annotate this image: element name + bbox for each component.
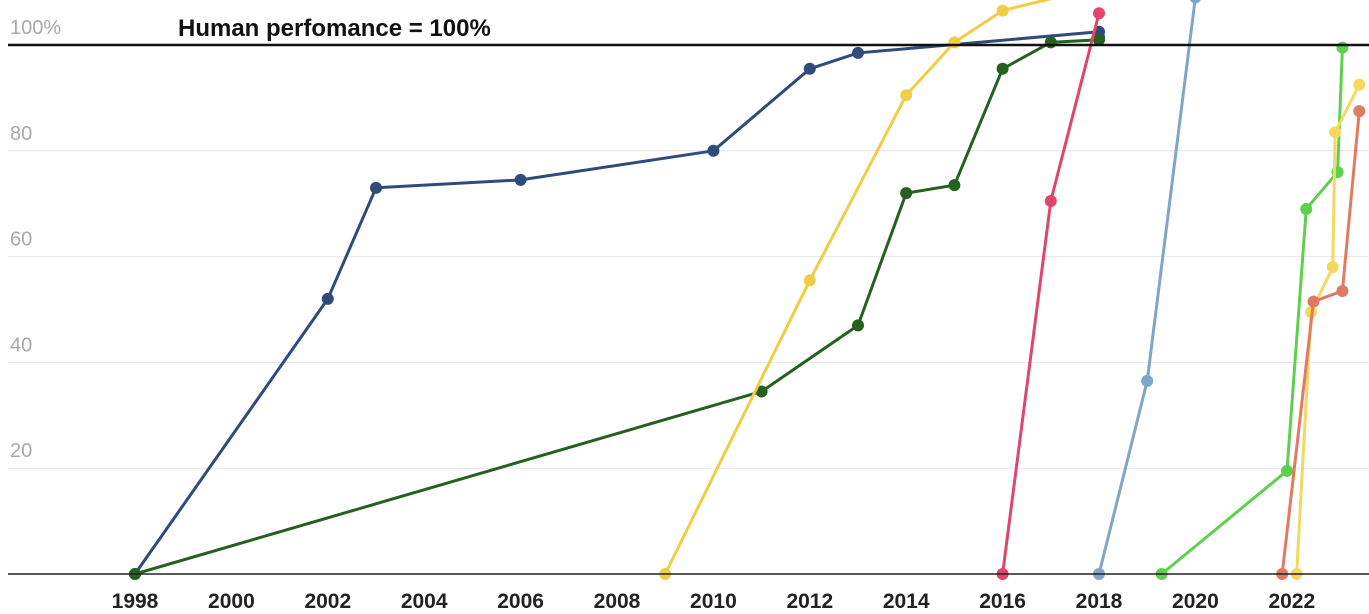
data-point — [755, 385, 768, 398]
series-8 — [1276, 105, 1366, 580]
data-point — [852, 46, 864, 59]
x-tick-label: 2000 — [208, 590, 255, 613]
x-tick-label: 2006 — [497, 590, 544, 613]
series-5 — [1093, 0, 1201, 580]
series-6 — [1155, 41, 1349, 580]
data-point — [900, 89, 913, 102]
y-tick-label: 20 — [10, 440, 32, 462]
y-tick-label: 40 — [10, 334, 32, 356]
x-tick-label: 2010 — [690, 590, 737, 613]
series-4 — [996, 7, 1105, 580]
series-3 — [659, 0, 1052, 580]
data-point — [514, 173, 527, 186]
x-tick-label: 2020 — [1172, 590, 1219, 613]
x-axis-tick-labels: 1998 2000 2002 2004 2006 2008 2010 2012 2014 2016… — [112, 590, 1316, 613]
human-performance-reference: Human perfomance = 100% — [8, 15, 1369, 47]
data-point — [1044, 36, 1057, 49]
series-line — [133, 30, 1101, 576]
data-point — [1044, 195, 1057, 208]
data-point — [1093, 33, 1105, 46]
series-line — [1097, 0, 1197, 576]
human-performance-label: Human perfomance = 100% — [178, 15, 491, 42]
y-axis-tick-labels: 100% 80 60 40 20 — [10, 17, 61, 462]
data-point — [948, 36, 961, 49]
series-line — [1295, 83, 1361, 576]
series-1 — [129, 25, 1105, 580]
data-point — [900, 187, 913, 200]
data-point — [852, 319, 864, 332]
series-line — [663, 0, 1052, 576]
data-point — [1300, 202, 1313, 215]
y-tick-label: 80 — [10, 123, 32, 145]
y-tick-label: 60 — [10, 229, 32, 251]
data-point — [803, 62, 816, 75]
x-tick-label: 2012 — [786, 590, 833, 613]
data-point — [707, 144, 720, 157]
data-point — [1326, 261, 1339, 274]
data-point — [1189, 0, 1201, 4]
grid-lines — [8, 150, 1369, 469]
series-line — [1280, 109, 1361, 576]
x-tick-label: 2008 — [594, 590, 641, 613]
data-point — [996, 62, 1009, 75]
x-tick-label: 2014 — [883, 590, 930, 613]
data-point — [996, 4, 1009, 17]
x-tick-label: 2004 — [401, 590, 448, 613]
x-tick-label: 2018 — [1076, 590, 1123, 613]
series-lines — [129, 0, 1366, 580]
data-point — [370, 181, 382, 194]
x-tick-label: 1998 — [112, 590, 159, 613]
x-tick-label: 2002 — [304, 590, 351, 613]
data-point — [1353, 78, 1366, 91]
data-point — [1280, 464, 1293, 477]
series-line — [133, 38, 1101, 576]
data-point — [1336, 41, 1349, 54]
series-line — [1001, 11, 1101, 576]
data-point — [1141, 374, 1154, 387]
data-point — [948, 179, 961, 192]
data-point — [1336, 284, 1349, 297]
data-point — [1307, 295, 1320, 308]
data-point — [321, 292, 334, 305]
x-tick-label: 2016 — [979, 590, 1026, 613]
y-tick-label: 100% — [10, 17, 61, 39]
data-point — [1093, 7, 1105, 20]
series-2 — [129, 33, 1105, 580]
data-point — [803, 274, 816, 287]
x-tick-label: 2022 — [1268, 590, 1315, 613]
data-point — [1329, 126, 1342, 139]
data-point — [1353, 105, 1366, 118]
